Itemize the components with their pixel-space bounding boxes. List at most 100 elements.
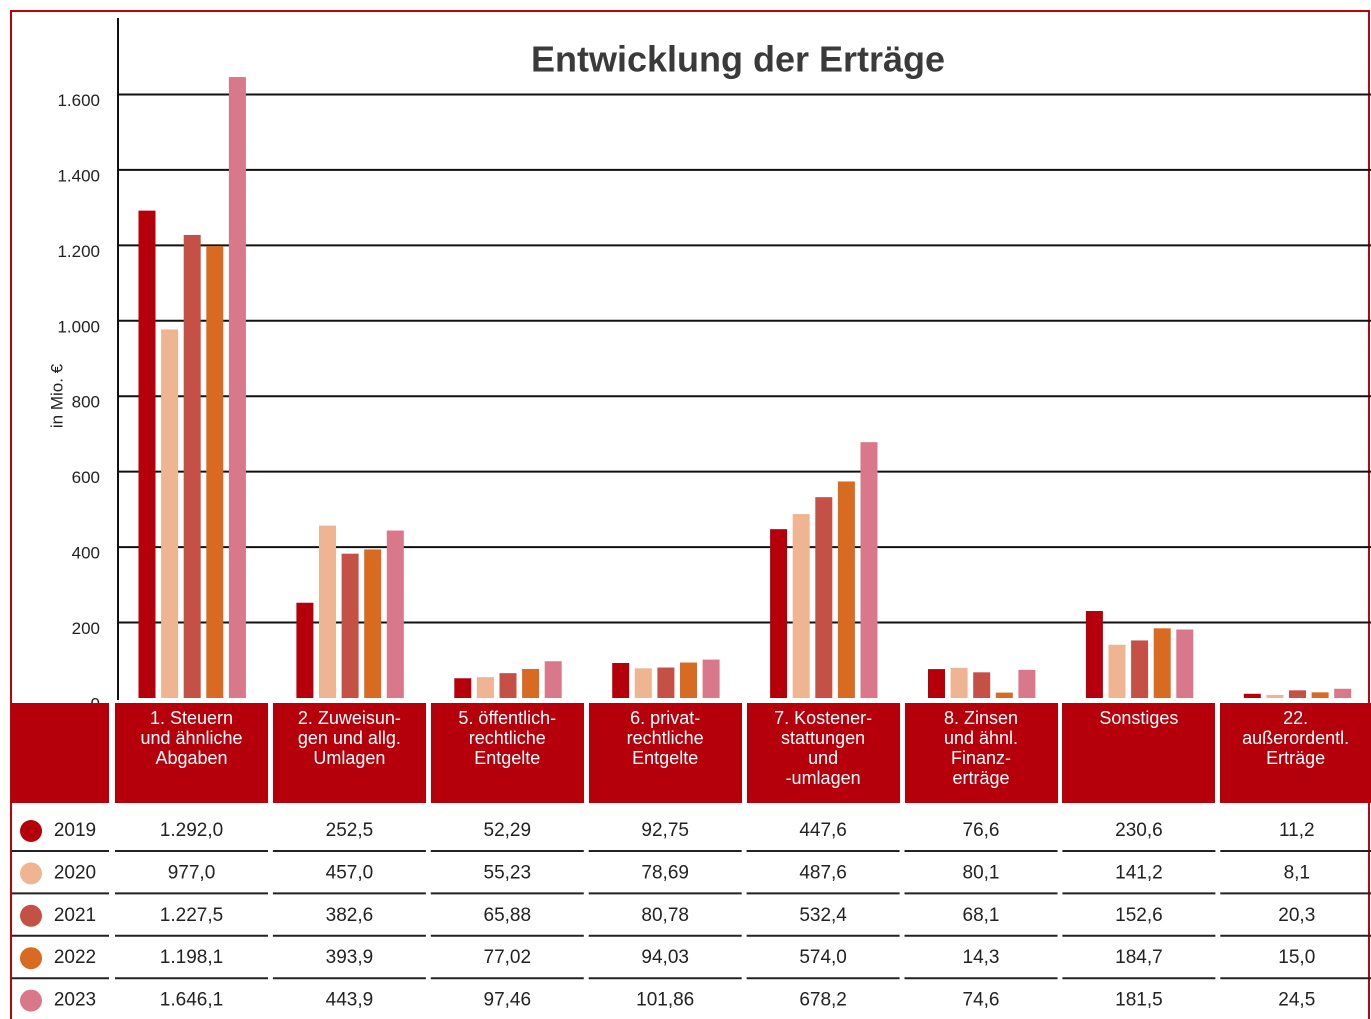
category-header: Sonstiges <box>1062 703 1216 803</box>
bar <box>138 210 156 698</box>
bar <box>454 678 472 698</box>
bar <box>1131 640 1149 698</box>
legend-swatch <box>20 947 42 970</box>
table-value: 52,29 <box>484 820 532 841</box>
bar <box>341 553 359 698</box>
legend-label: 2023 <box>54 990 96 1011</box>
table-value: 382,6 <box>326 905 374 926</box>
bar <box>364 549 382 698</box>
table-value: 77,02 <box>484 947 532 968</box>
table-value: 447,6 <box>799 820 847 841</box>
table-value: 20,3 <box>1278 905 1315 926</box>
bar <box>161 329 179 698</box>
legend-swatch <box>20 820 42 842</box>
y-tick-label: 200 <box>72 619 100 638</box>
legend-label: 2021 <box>54 905 96 926</box>
bar <box>860 442 878 698</box>
bar <box>1018 669 1036 698</box>
table-value: 1.646,1 <box>160 990 223 1011</box>
table-value: 74,6 <box>963 990 1000 1011</box>
table-value: 393,9 <box>326 947 374 968</box>
table-value: 1.227,5 <box>160 905 223 926</box>
category-header: 5. öffentlich- rechtliche Entgelte <box>430 703 584 803</box>
bar <box>183 234 201 698</box>
bar <box>1176 629 1194 698</box>
frame <box>10 10 1370 1019</box>
bar <box>995 692 1013 698</box>
y-tick-label: 600 <box>72 468 100 487</box>
bar <box>206 246 224 698</box>
table-value: 532,4 <box>799 905 847 926</box>
table-value: 80,1 <box>963 862 1000 883</box>
bar <box>815 497 833 698</box>
table-value: 181,5 <box>1115 990 1163 1011</box>
table-value: 152,6 <box>1115 905 1163 926</box>
bar <box>1289 690 1306 698</box>
bar <box>476 677 494 698</box>
table-value: 24,5 <box>1278 990 1315 1011</box>
table-value: 1.198,1 <box>160 947 223 968</box>
bar <box>973 672 991 698</box>
bar <box>792 514 810 698</box>
bar <box>1108 644 1126 698</box>
category-header: 22. außerordentl. Erträge <box>1220 703 1371 803</box>
bar <box>1153 628 1171 698</box>
table-value: 15,0 <box>1278 947 1315 968</box>
legend-swatch <box>20 904 42 927</box>
table-value: 230,6 <box>1115 820 1163 841</box>
chart-title: Entwicklung der Erträge <box>531 39 945 80</box>
table-value: 443,9 <box>326 990 374 1011</box>
table-value: 78,69 <box>641 862 689 883</box>
table-value: 1.292,0 <box>160 820 223 841</box>
bar <box>544 661 562 698</box>
bar <box>702 659 720 698</box>
bar <box>612 663 630 698</box>
table-value: 252,5 <box>326 820 374 841</box>
bar <box>522 668 540 698</box>
table-value: 487,6 <box>799 862 847 883</box>
bar <box>1266 694 1284 698</box>
bar <box>680 662 697 698</box>
bar <box>950 667 968 698</box>
table-value: 94,03 <box>641 947 689 968</box>
table-value: 55,23 <box>484 862 532 883</box>
header-cell <box>12 703 109 803</box>
table-value: 977,0 <box>168 862 216 883</box>
table-value: 65,88 <box>484 905 532 926</box>
y-tick-label: 1.000 <box>57 317 100 336</box>
table-value: 92,75 <box>641 820 689 841</box>
legend-label: 2019 <box>54 820 96 841</box>
legend-swatch <box>20 862 42 885</box>
bar <box>296 602 314 698</box>
table-value: 141,2 <box>1115 862 1163 883</box>
category-header: 1. Steuern und ähnliche Abgaben <box>115 703 268 803</box>
bar <box>837 481 855 698</box>
legend-label: 2020 <box>54 862 96 883</box>
bar <box>499 673 517 698</box>
table-value: 76,6 <box>963 820 1000 841</box>
table-value: 68,1 <box>963 905 1000 926</box>
y-tick-label: 1.400 <box>57 166 100 185</box>
bar <box>386 530 404 698</box>
y-tick-label: 400 <box>72 544 100 563</box>
table-value: 101,86 <box>636 990 694 1011</box>
bar <box>928 669 945 698</box>
table-value: 8,1 <box>1284 862 1310 883</box>
legend-label: 2022 <box>54 947 96 968</box>
bar <box>634 668 652 698</box>
bar <box>1334 688 1352 698</box>
bar <box>657 667 675 698</box>
bar <box>319 525 336 698</box>
table-value: 184,7 <box>1115 947 1163 968</box>
bar <box>1311 692 1329 698</box>
y-tick-label: 1.600 <box>57 91 100 110</box>
table-value: 97,46 <box>484 990 532 1011</box>
bar <box>1085 611 1103 698</box>
category-header: 2. Zuweisun- gen und allg. Umlagen <box>272 703 426 803</box>
y-axis-label: in Mio. € <box>47 363 66 428</box>
bar <box>1243 693 1261 698</box>
y-tick-label: 1.200 <box>57 242 100 261</box>
table-value: 574,0 <box>799 947 847 968</box>
